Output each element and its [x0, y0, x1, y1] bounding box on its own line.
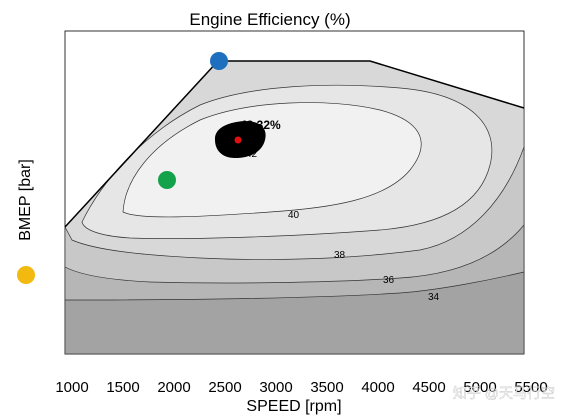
peak-label: 43.32%: [240, 118, 281, 132]
x-tick-label: 3500: [310, 379, 343, 396]
full-load-curve: [64, 60, 525, 228]
contour-label-36: 36: [383, 275, 395, 286]
contour-fills: [64, 60, 525, 355]
contour-label-34: 34: [428, 292, 440, 303]
y-axis-label: BMEP [bar]: [17, 159, 34, 241]
x-tick-label: 4500: [412, 379, 445, 396]
contour-labels: 34 36 38 40 42: [246, 149, 440, 303]
x-tick-label: 3000: [259, 379, 292, 396]
contour-label-38: 38: [334, 250, 346, 261]
x-tick-label: 4000: [361, 379, 394, 396]
yellow-marker: [17, 266, 35, 284]
x-tick-label: 2500: [208, 379, 241, 396]
x-tick-label: 2000: [157, 379, 190, 396]
blue-marker: [210, 52, 228, 70]
green-marker: [158, 171, 176, 189]
peak-marker: [234, 136, 242, 144]
x-tick-label: 1000: [55, 379, 88, 396]
x-tick-label: 1500: [106, 379, 139, 396]
contour-label-40: 40: [288, 210, 300, 221]
x-tick-label: 5500: [514, 379, 547, 396]
x-axis-ticks: 1000 1500 2000 2500 3000 3500 4000 4500 5000 5500: [55, 379, 547, 396]
x-axis-label: SPEED [rpm]: [246, 398, 341, 415]
efficiency-band-42: [122, 102, 422, 218]
chart-title: Engine Efficiency (%): [189, 10, 350, 29]
contour-label-42: 42: [246, 149, 258, 160]
watermark: 知乎 @天马行空: [453, 385, 555, 401]
x-tick-label: 5000: [463, 379, 496, 396]
